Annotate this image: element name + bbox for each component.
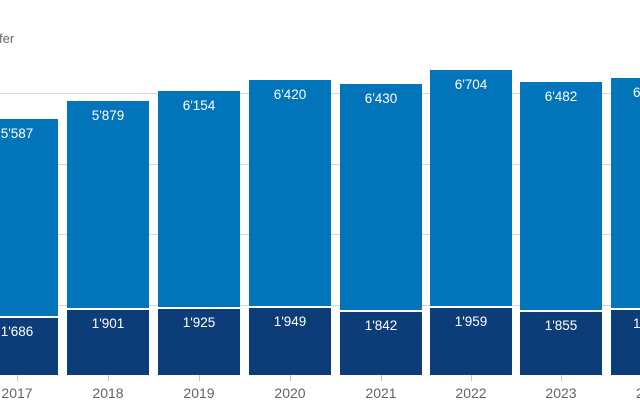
bar-lower-segment[interactable]: 1'686 <box>0 315 58 375</box>
bar-upper-value-label: 6'704 <box>454 77 488 93</box>
bar-upper-segment[interactable]: 6'482 <box>520 81 602 310</box>
bar-lower-segment[interactable]: 1'901 <box>67 308 149 375</box>
bar-lower-segment[interactable]: 1'959 <box>430 306 512 375</box>
bar-upper-value-label: 6'430 <box>364 90 398 106</box>
bar-lower-value-label: 1'949 <box>273 314 307 330</box>
bar-upper-segment[interactable]: 6'430 <box>340 83 422 311</box>
bar-upper-value-label: 5'879 <box>91 108 125 124</box>
x-axis-tick <box>199 375 200 381</box>
legend-label-fragment: fer <box>0 31 15 46</box>
bar-lower-value-label: 1'855 <box>544 317 578 333</box>
bar-upper-value-label: 6'154 <box>182 97 216 113</box>
bar-lower-value-label: 1'925 <box>182 315 216 331</box>
bar-lower-segment[interactable]: 1'925 <box>158 307 240 375</box>
x-axis-tick <box>17 375 18 381</box>
x-axis-label-fragment: 2 <box>636 385 640 400</box>
x-axis-tick <box>561 375 562 381</box>
bar-upper-value-label: 5'587 <box>0 125 34 141</box>
bar-upper-segment[interactable]: 5'879 <box>67 101 149 309</box>
bar-lower-value-label: 1'686 <box>0 323 34 339</box>
x-axis-label: 2022 <box>455 385 487 400</box>
x-axis-tick <box>381 375 382 381</box>
x-axis-label: 2017 <box>1 385 33 400</box>
x-axis-label: 2021 <box>365 385 397 400</box>
x-axis-tick <box>471 375 472 381</box>
bar-upper-value-label: 6'482 <box>544 88 578 104</box>
x-axis-label: 2023 <box>545 385 577 400</box>
bar-upper-segment[interactable]: 6'704 <box>430 70 512 307</box>
bar-lower-segment[interactable]: 1'949 <box>249 306 331 375</box>
x-axis-label: 2019 <box>183 385 215 400</box>
x-axis-label: 2018 <box>92 385 124 400</box>
bar-lower-value-label: 1'959 <box>454 314 488 330</box>
bar-lower-segment[interactable]: 1'842 <box>340 310 422 375</box>
bar-lower-value-label: 1 <box>633 316 640 331</box>
bar-upper-segment[interactable]: 5'587 <box>0 118 58 316</box>
bar-upper-value-label: 6'420 <box>273 87 307 103</box>
bar-upper-segment[interactable]: 6'154 <box>158 90 240 308</box>
bar-upper-segment[interactable]: 6'420 <box>249 80 331 307</box>
x-axis-tick <box>290 375 291 381</box>
bar-upper-segment[interactable]: 6 <box>611 78 640 308</box>
x-axis-label: 2020 <box>274 385 306 400</box>
bar-lower-value-label: 1'842 <box>364 318 398 334</box>
bar-upper-value-label: 6 <box>633 85 640 100</box>
bar-lower-segment[interactable]: 1 <box>611 308 640 375</box>
bar-lower-segment[interactable]: 1'855 <box>520 309 602 375</box>
x-axis-tick <box>108 375 109 381</box>
bar-lower-value-label: 1'901 <box>91 316 125 332</box>
